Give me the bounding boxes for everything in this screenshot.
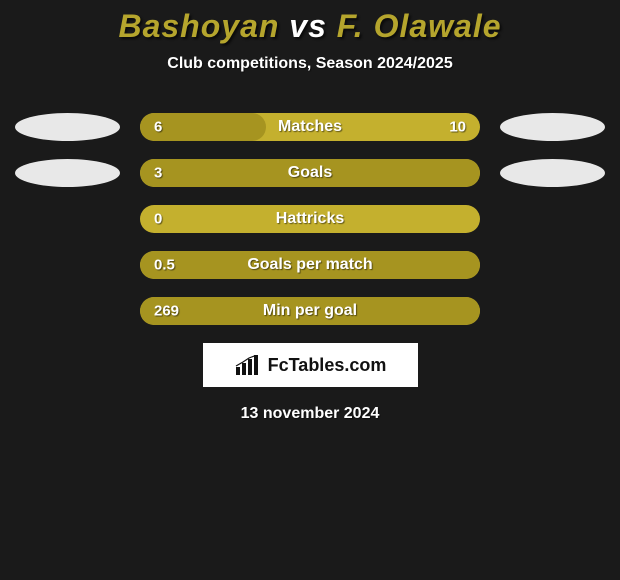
logo-box: FcTables.com [203,343,418,387]
left-oval [15,159,120,187]
logo-text: FcTables.com [268,355,387,376]
stat-left-value: 269 [154,303,179,320]
page-title: Bashoyan vs F. Olawale [0,8,620,45]
title-player1: Bashoyan [118,8,279,44]
left-oval [15,113,120,141]
stats-rows: 6 Matches 10 3 Goals 0 Hattricks [0,113,620,325]
stat-left-value: 6 [154,119,162,136]
stat-left-value: 3 [154,165,162,182]
right-oval [500,159,605,187]
title-player2: F. Olawale [337,8,502,44]
stat-row-goals: 3 Goals [0,159,620,187]
title-vs: vs [279,8,336,44]
stat-bar: 6 Matches 10 [140,113,480,141]
stat-label: Matches [278,118,342,136]
stat-label: Goals [288,164,332,182]
infographic-container: Bashoyan vs F. Olawale Club competitions… [0,0,620,423]
stat-left-value: 0 [154,211,162,228]
right-oval [500,113,605,141]
subtitle: Club competitions, Season 2024/2025 [0,55,620,73]
date-text: 13 november 2024 [0,405,620,423]
stat-right-value: 10 [449,119,466,136]
stat-bar: 269 Min per goal [140,297,480,325]
stat-bar: 0.5 Goals per match [140,251,480,279]
stat-row-mpg: 269 Min per goal [0,297,620,325]
stat-row-matches: 6 Matches 10 [0,113,620,141]
stat-row-hattricks: 0 Hattricks [0,205,620,233]
bar-chart-icon [234,355,262,375]
stat-left-value: 0.5 [154,257,175,274]
stat-label: Goals per match [247,256,372,274]
stat-row-gpm: 0.5 Goals per match [0,251,620,279]
stat-label: Min per goal [263,302,357,320]
stat-label: Hattricks [276,210,344,228]
stat-bar: 3 Goals [140,159,480,187]
stat-bar: 0 Hattricks [140,205,480,233]
